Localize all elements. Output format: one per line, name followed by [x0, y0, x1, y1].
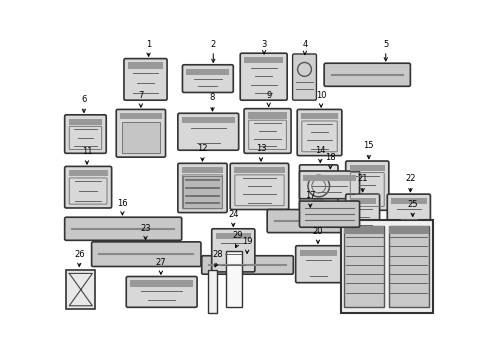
Bar — [349, 165, 384, 171]
Text: 1: 1 — [145, 40, 151, 49]
Bar — [301, 113, 337, 120]
FancyBboxPatch shape — [64, 166, 111, 208]
FancyBboxPatch shape — [299, 171, 359, 199]
FancyBboxPatch shape — [266, 210, 354, 233]
Bar — [344, 226, 384, 234]
FancyBboxPatch shape — [64, 217, 182, 240]
FancyBboxPatch shape — [345, 161, 388, 210]
Text: 20: 20 — [312, 227, 323, 236]
Text: 7: 7 — [138, 91, 143, 100]
FancyBboxPatch shape — [345, 194, 379, 247]
Bar — [303, 175, 355, 181]
Text: 19: 19 — [242, 238, 252, 247]
FancyBboxPatch shape — [178, 113, 238, 150]
Text: 8: 8 — [209, 94, 215, 103]
FancyBboxPatch shape — [230, 163, 288, 210]
FancyBboxPatch shape — [202, 256, 293, 274]
Text: 9: 9 — [265, 91, 271, 100]
FancyBboxPatch shape — [182, 65, 233, 93]
Text: 5: 5 — [382, 40, 387, 49]
Text: 10: 10 — [315, 91, 325, 100]
Text: 18: 18 — [325, 153, 335, 162]
FancyBboxPatch shape — [64, 115, 106, 153]
Text: 17: 17 — [305, 190, 315, 199]
Text: LEXUS
AUTO ALARM: LEXUS AUTO ALARM — [306, 198, 330, 207]
Bar — [127, 62, 163, 69]
FancyBboxPatch shape — [240, 53, 286, 100]
Text: 2: 2 — [210, 40, 215, 49]
Text: 29: 29 — [232, 231, 243, 240]
Bar — [234, 167, 285, 173]
Bar — [66, 270, 95, 309]
Bar — [207, 270, 217, 313]
Text: 28: 28 — [212, 250, 223, 259]
Text: 14: 14 — [314, 146, 325, 155]
FancyBboxPatch shape — [386, 194, 429, 236]
Text: 27: 27 — [155, 258, 166, 267]
FancyBboxPatch shape — [297, 109, 341, 156]
Text: 3: 3 — [261, 40, 266, 49]
Text: 13: 13 — [255, 144, 266, 153]
FancyBboxPatch shape — [126, 276, 197, 307]
Bar — [299, 249, 337, 256]
Bar — [388, 226, 428, 306]
FancyBboxPatch shape — [244, 109, 290, 153]
Bar — [122, 122, 160, 153]
Text: 22: 22 — [405, 174, 415, 183]
FancyBboxPatch shape — [292, 54, 316, 100]
Bar — [68, 119, 102, 125]
FancyBboxPatch shape — [299, 165, 337, 210]
FancyBboxPatch shape — [178, 163, 226, 213]
Text: 25: 25 — [407, 200, 417, 209]
Text: 15: 15 — [363, 141, 373, 150]
Bar — [182, 167, 223, 173]
FancyBboxPatch shape — [299, 201, 359, 227]
Text: 23: 23 — [140, 224, 150, 233]
Bar — [341, 220, 432, 313]
Bar — [390, 198, 426, 204]
Text: 21: 21 — [357, 174, 367, 183]
Bar — [120, 113, 162, 120]
Text: 12: 12 — [197, 144, 207, 153]
Bar — [244, 57, 283, 63]
Text: 26: 26 — [74, 250, 84, 259]
Text: 24: 24 — [227, 210, 238, 219]
FancyBboxPatch shape — [295, 246, 341, 283]
Bar — [247, 112, 286, 119]
FancyBboxPatch shape — [211, 229, 254, 272]
Bar — [349, 198, 375, 204]
Text: 11: 11 — [81, 147, 92, 156]
Bar — [388, 226, 428, 234]
Bar — [182, 117, 234, 123]
Text: 4: 4 — [302, 40, 307, 49]
Bar — [130, 280, 193, 287]
Text: 16: 16 — [117, 199, 127, 208]
Bar — [68, 170, 107, 176]
FancyBboxPatch shape — [123, 59, 167, 100]
Bar — [344, 226, 384, 306]
FancyBboxPatch shape — [116, 109, 165, 157]
FancyBboxPatch shape — [324, 63, 409, 86]
FancyBboxPatch shape — [91, 242, 201, 266]
Text: 6: 6 — [81, 95, 86, 104]
Bar — [226, 251, 241, 306]
Bar — [186, 69, 229, 75]
Bar — [183, 176, 221, 208]
Bar — [215, 233, 250, 239]
